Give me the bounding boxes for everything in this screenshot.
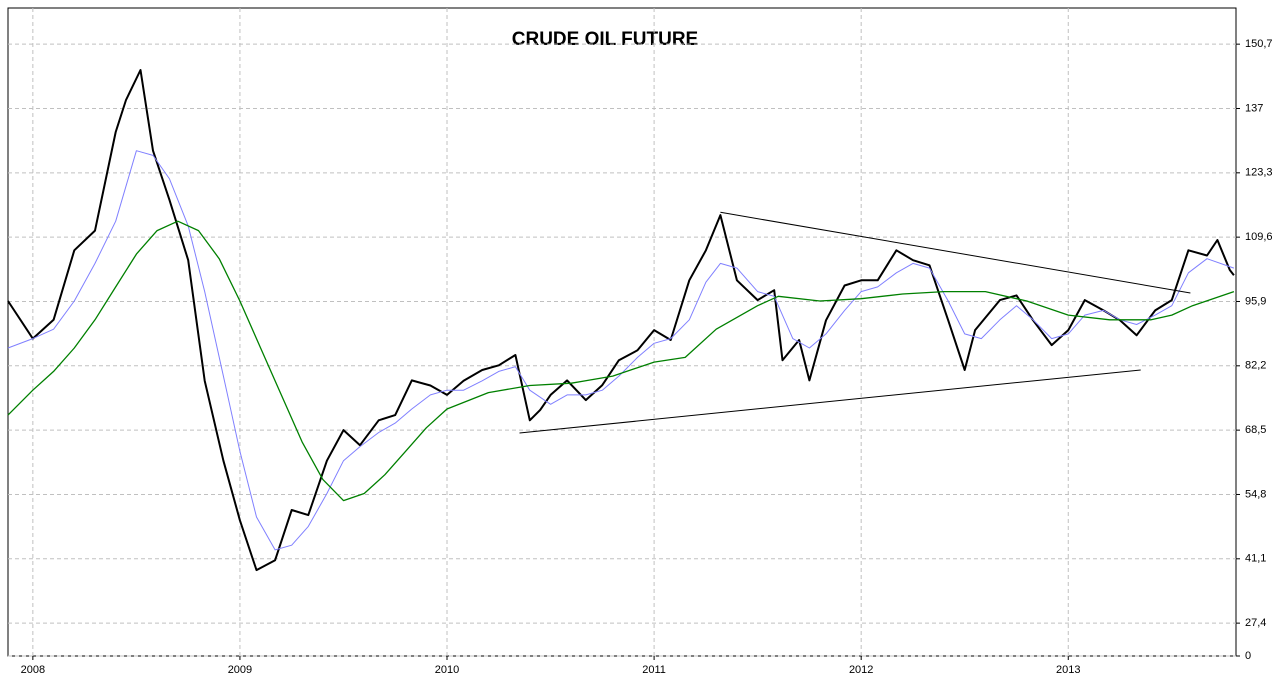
- y-tick-label: 54,8: [1245, 488, 1266, 500]
- price-line: [7, 220, 1235, 502]
- x-tick-label: 2012: [849, 664, 873, 676]
- y-tick-label: 123,3: [1245, 167, 1273, 179]
- y-tick-label: 95,9: [1245, 295, 1266, 307]
- y-tick-label: 150,7: [1245, 38, 1273, 50]
- y-tick-label: 41,1: [1245, 553, 1266, 565]
- x-tick-label: 2010: [435, 664, 459, 676]
- chart-title: CRUDE OIL FUTURE: [512, 29, 698, 50]
- price-line: [7, 69, 1235, 572]
- y-tick-label: 137: [1245, 102, 1263, 114]
- price-line: [7, 150, 1235, 551]
- y-tick-label: 27,4: [1245, 617, 1266, 629]
- y-tick-label: 0: [1245, 650, 1251, 662]
- y-tick-label: 82,2: [1245, 360, 1266, 372]
- price-line: [720, 211, 1191, 294]
- x-tick-label: 2008: [21, 664, 45, 676]
- plot-area: [7, 7, 1237, 657]
- x-tick-label: 2011: [642, 664, 666, 676]
- y-tick-label: 68,5: [1245, 424, 1266, 436]
- price-line: [519, 369, 1141, 434]
- x-tick-label: 2009: [228, 664, 252, 676]
- x-tick-label: 2013: [1056, 664, 1080, 676]
- y-tick-label: 109,6: [1245, 231, 1273, 243]
